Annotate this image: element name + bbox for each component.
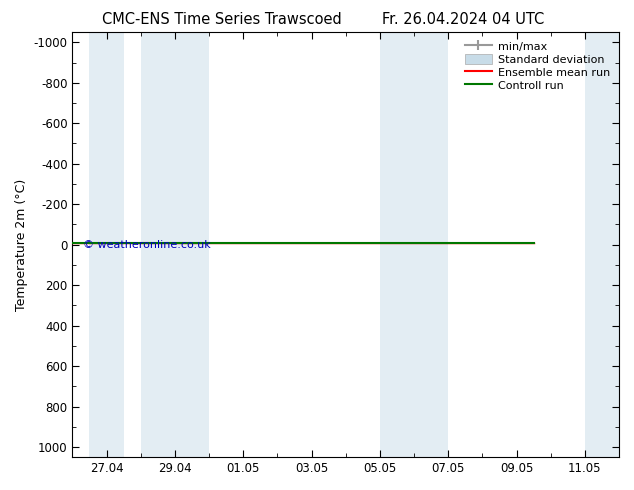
Bar bbox=[141, 32, 209, 457]
Legend: min/max, Standard deviation, Ensemble mean run, Controll run: min/max, Standard deviation, Ensemble me… bbox=[461, 38, 614, 94]
Text: CMC-ENS Time Series Trawscoed: CMC-ENS Time Series Trawscoed bbox=[102, 12, 342, 27]
Bar bbox=[89, 32, 124, 457]
Y-axis label: Temperature 2m (°C): Temperature 2m (°C) bbox=[15, 178, 28, 311]
Text: Fr. 26.04.2024 04 UTC: Fr. 26.04.2024 04 UTC bbox=[382, 12, 544, 27]
Bar bbox=[585, 32, 619, 457]
Bar bbox=[380, 32, 448, 457]
Text: © weatheronline.co.uk: © weatheronline.co.uk bbox=[83, 240, 211, 249]
